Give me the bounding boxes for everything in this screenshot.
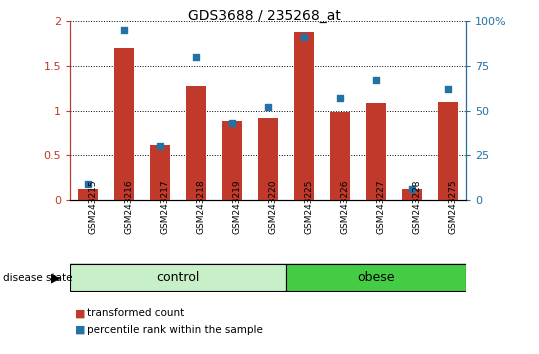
Bar <box>330 113 350 200</box>
Point <box>228 120 237 126</box>
Bar <box>70 264 286 291</box>
Text: GSM243219: GSM243219 <box>232 179 241 234</box>
Point <box>444 86 453 92</box>
Text: disease state: disease state <box>3 273 72 283</box>
Point <box>192 54 201 60</box>
Bar <box>258 118 278 200</box>
Point <box>336 95 344 101</box>
Text: percentile rank within the sample: percentile rank within the sample <box>87 325 263 335</box>
Bar <box>186 86 206 200</box>
Bar <box>367 103 386 200</box>
Point <box>120 27 128 33</box>
Text: GDS3688 / 235268_at: GDS3688 / 235268_at <box>188 9 341 23</box>
Text: GSM243275: GSM243275 <box>448 179 457 234</box>
Text: GSM243217: GSM243217 <box>160 179 169 234</box>
Point <box>372 78 381 83</box>
Bar <box>438 102 458 200</box>
Bar <box>286 264 466 291</box>
Text: transformed count: transformed count <box>87 308 184 318</box>
Text: obese: obese <box>357 272 395 284</box>
Text: GSM243216: GSM243216 <box>124 179 133 234</box>
Text: GSM243226: GSM243226 <box>340 179 349 234</box>
Bar <box>402 189 422 200</box>
Text: GSM243228: GSM243228 <box>412 179 421 234</box>
Point <box>156 144 164 149</box>
Point <box>408 187 417 192</box>
Bar <box>114 48 134 200</box>
Text: ■: ■ <box>75 308 86 318</box>
Text: ▶: ▶ <box>51 272 60 284</box>
Text: GSM243225: GSM243225 <box>304 179 313 234</box>
Bar <box>222 121 242 200</box>
Point <box>84 181 92 187</box>
Text: GSM243220: GSM243220 <box>268 179 277 234</box>
Bar <box>294 32 314 200</box>
Text: GSM243227: GSM243227 <box>376 179 385 234</box>
Text: GSM243215: GSM243215 <box>88 179 97 234</box>
Bar <box>78 189 98 200</box>
Text: GSM243218: GSM243218 <box>196 179 205 234</box>
Point <box>264 104 273 110</box>
Text: ■: ■ <box>75 325 86 335</box>
Bar <box>150 144 170 200</box>
Point <box>300 34 308 40</box>
Text: control: control <box>156 272 200 284</box>
